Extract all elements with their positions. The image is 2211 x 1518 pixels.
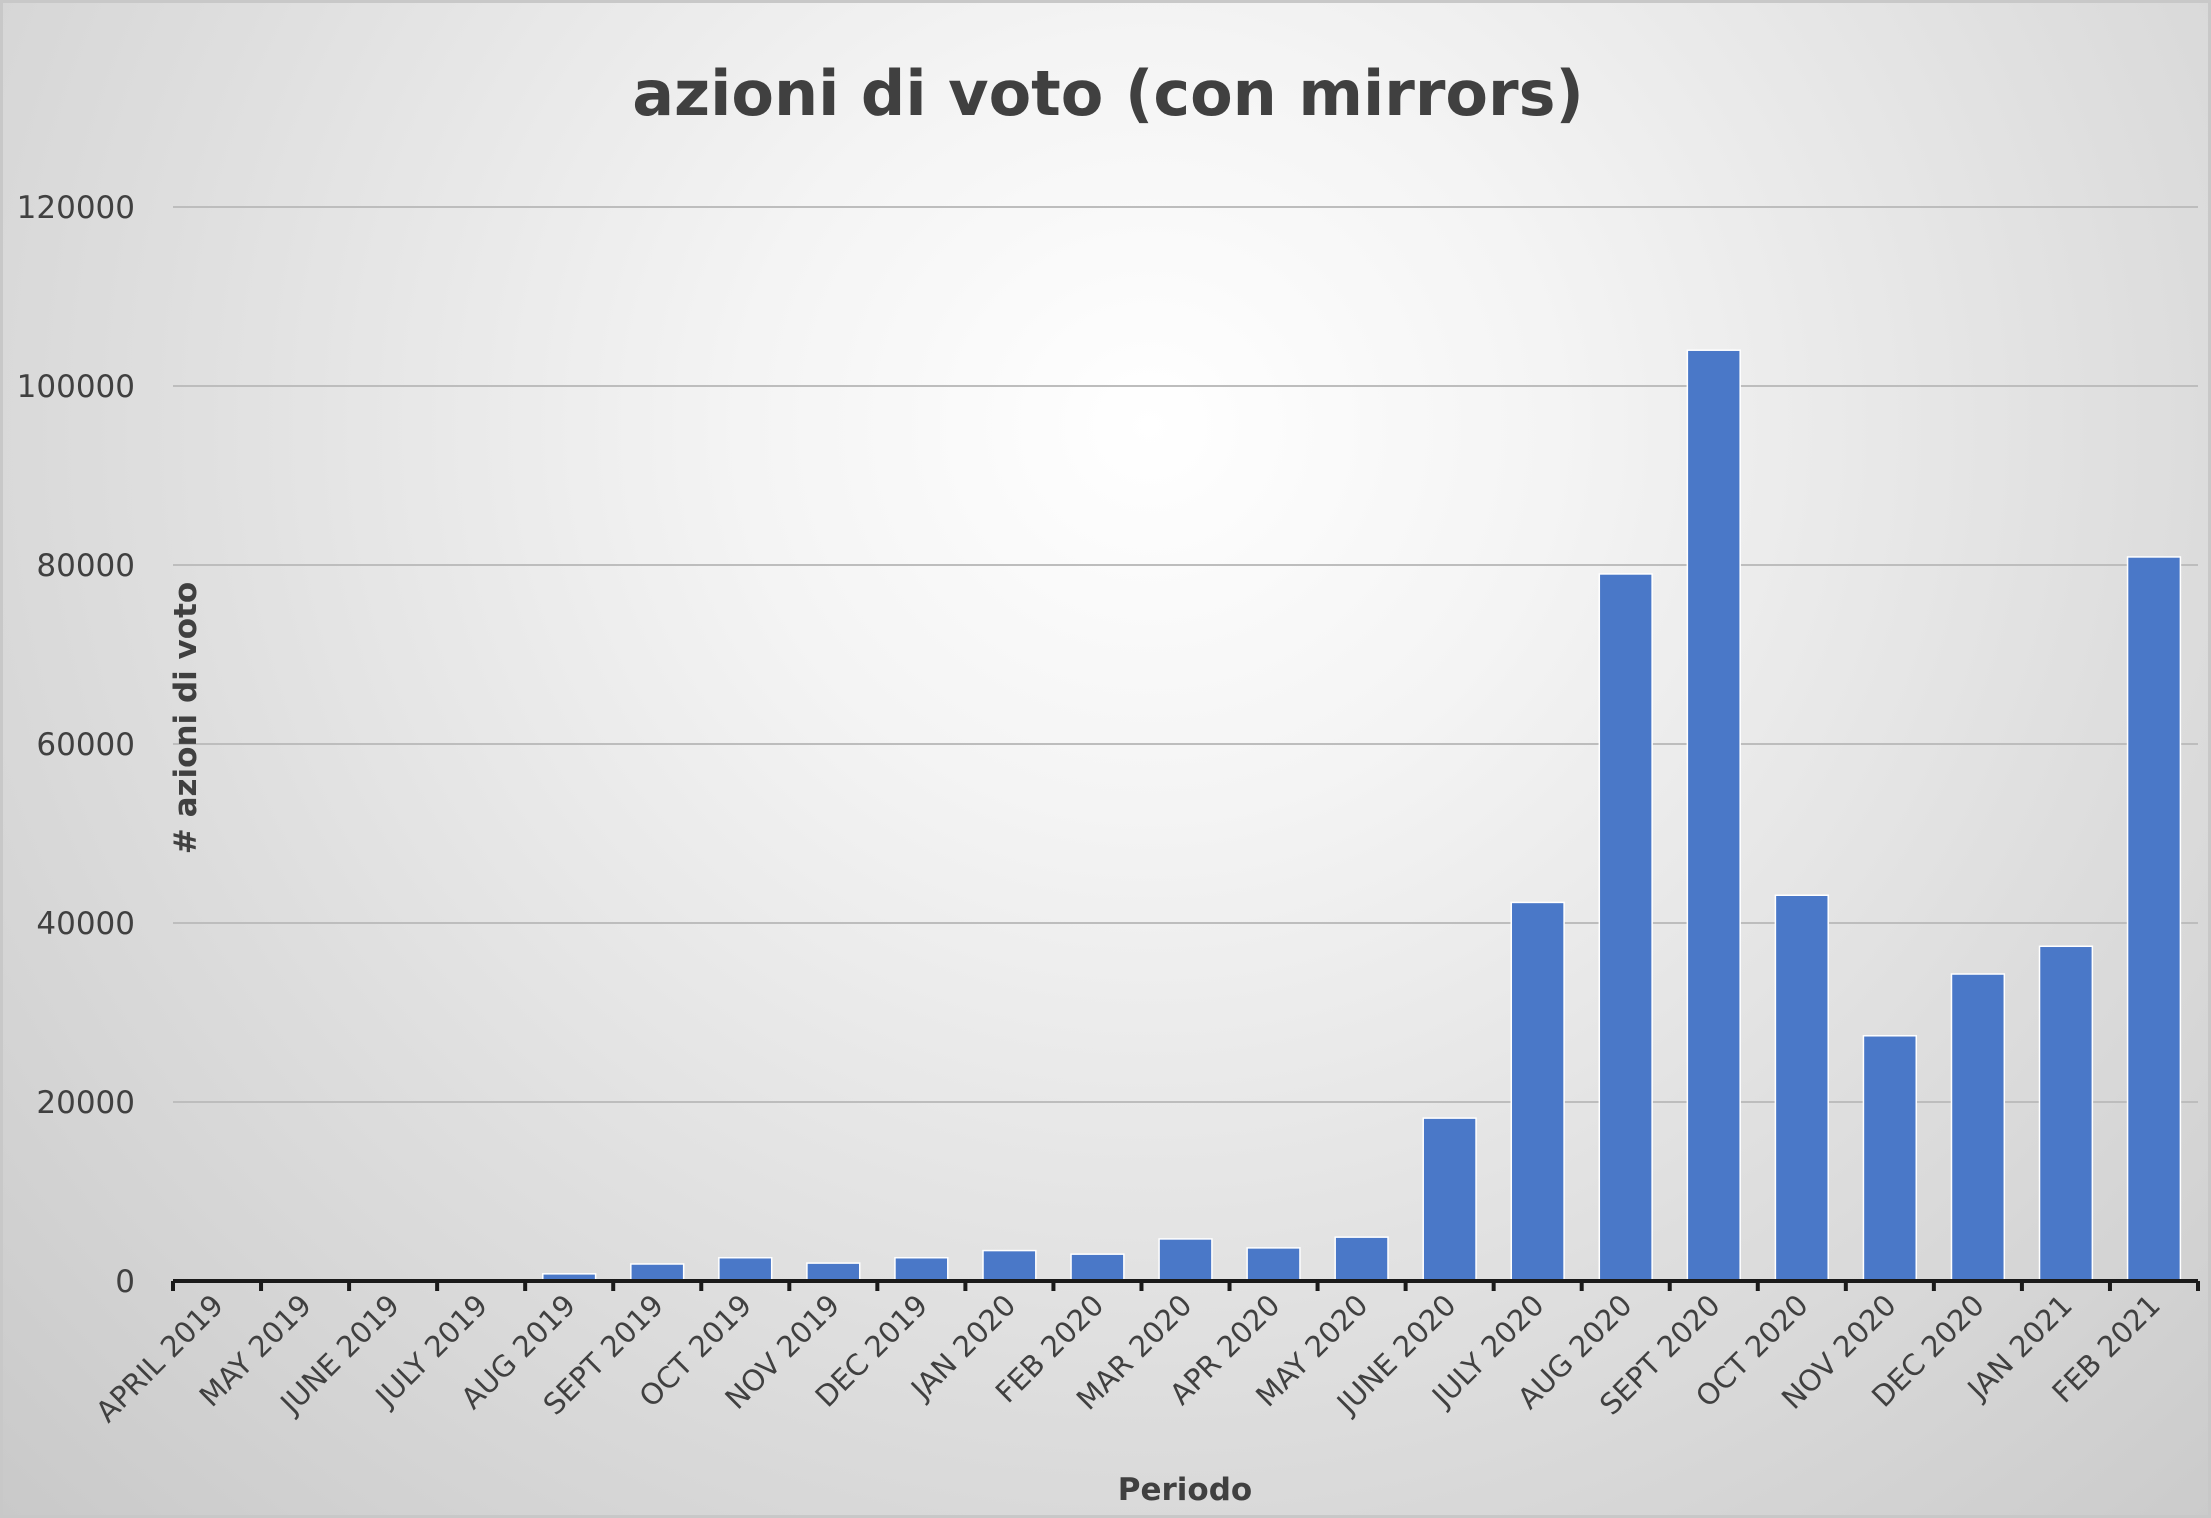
y-tick-label: 120000 — [17, 190, 135, 226]
bar — [1598, 573, 1653, 1282]
y-axis-title: # azioni di voto — [168, 582, 204, 854]
y-axis-ticks: 0 20000 40000 60000 80000 100000 120000 — [17, 190, 135, 1300]
y-tick-label: 80000 — [36, 548, 135, 584]
bar-chart: azioni di voto (con mirrors) 0 20000 40000… — [17, 57, 2200, 1508]
x-tick-label: APRIL 2019 — [89, 1288, 230, 1429]
bar — [2038, 945, 2094, 1282]
bar — [1510, 901, 1565, 1282]
bar — [1774, 894, 1829, 1282]
bar — [1334, 1236, 1389, 1282]
bar — [1422, 1117, 1477, 1282]
bar — [1158, 1238, 1213, 1282]
y-tick-label: 0 — [115, 1264, 135, 1300]
bar — [1862, 1035, 1918, 1282]
x-axis-title: Periodo — [1118, 1472, 1252, 1508]
bar — [894, 1256, 949, 1282]
bar — [1070, 1253, 1125, 1282]
bar — [1246, 1247, 1301, 1282]
y-tick-label: 20000 — [36, 1085, 135, 1121]
bar — [982, 1249, 1037, 1282]
y-tick-label: 60000 — [36, 727, 135, 763]
gridlines — [173, 206, 2198, 1103]
y-tick-label: 40000 — [36, 906, 135, 942]
bars — [542, 349, 2182, 1282]
y-tick-label: 100000 — [17, 369, 135, 405]
bar — [1686, 349, 1741, 1282]
chart-title: azioni di voto (con mirrors) — [632, 57, 1584, 130]
bar — [630, 1263, 685, 1282]
bar — [2126, 556, 2182, 1282]
bar — [718, 1256, 773, 1282]
bar — [806, 1262, 861, 1282]
bar — [1950, 973, 2006, 1282]
x-axis — [171, 1279, 2200, 1291]
